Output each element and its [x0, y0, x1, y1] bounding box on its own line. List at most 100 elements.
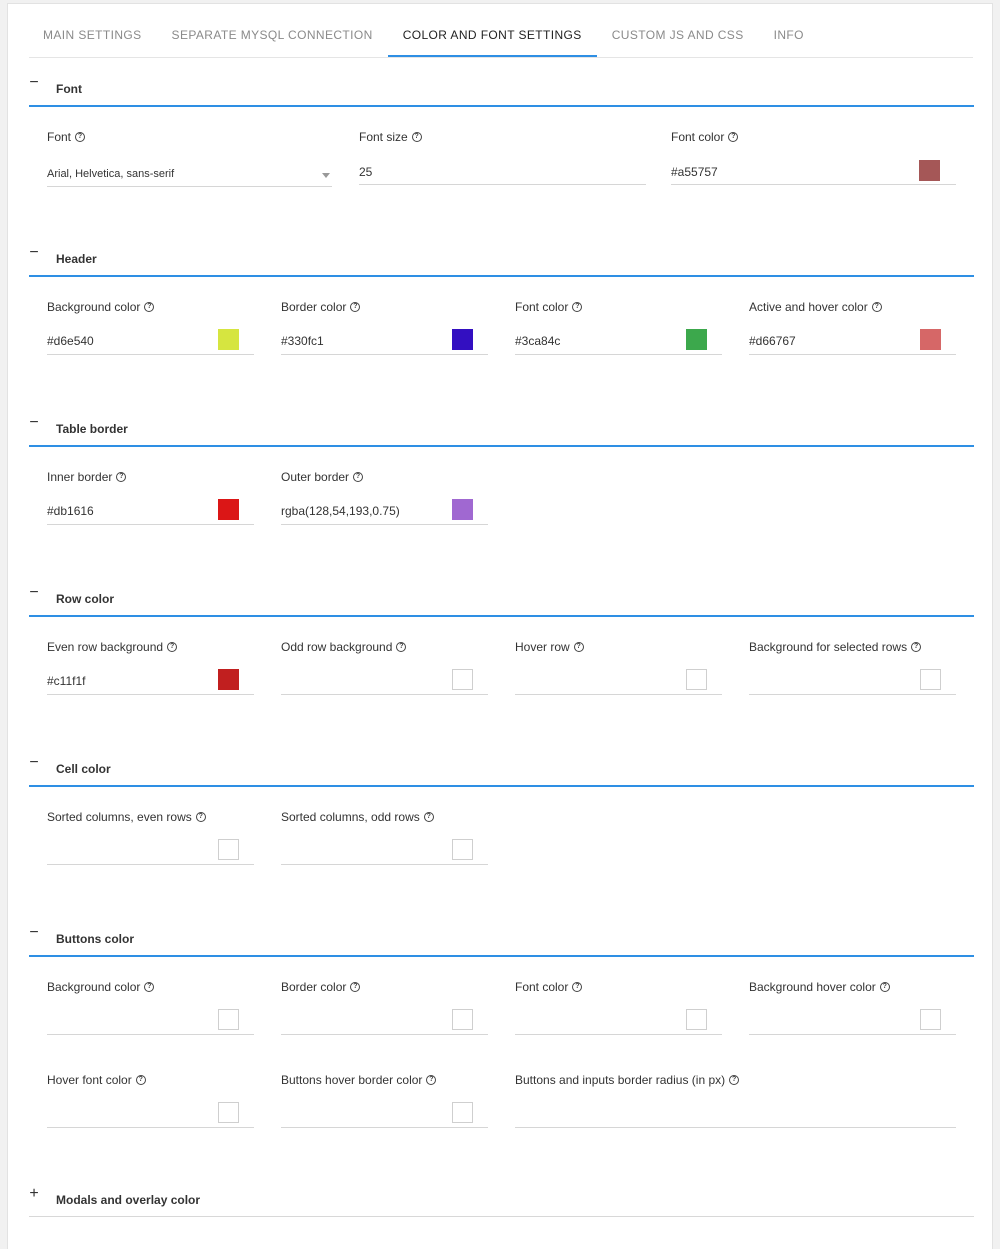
color-swatch[interactable]	[452, 839, 473, 860]
hover-font-color-input[interactable]	[47, 1098, 254, 1128]
color-swatch[interactable]	[920, 1009, 941, 1030]
header-border-color-input[interactable]: #330fc1	[281, 325, 488, 355]
header-active-hover-color-input[interactable]: #d66767	[749, 325, 956, 355]
question-circle-icon[interactable]: ?	[572, 302, 583, 312]
field-label: Sorted columns, odd rows	[281, 810, 420, 824]
color-swatch[interactable]	[452, 499, 473, 520]
question-circle-icon[interactable]: ?	[144, 302, 155, 312]
color-swatch[interactable]	[686, 329, 707, 350]
tab-separate-mysql-connection[interactable]: SEPARATE MYSQL CONNECTION	[171, 28, 373, 42]
question-circle-icon[interactable]: ?	[167, 642, 178, 652]
section-table-border: − Table border Inner border? #db1616 Out…	[29, 412, 974, 542]
button-background-color-input[interactable]	[47, 1005, 254, 1035]
field-label: Background hover color	[749, 980, 876, 994]
sorted-even-input[interactable]	[47, 835, 254, 865]
minus-icon[interactable]: −	[29, 584, 39, 601]
question-circle-icon[interactable]: ?	[396, 642, 407, 652]
question-circle-icon[interactable]: ?	[350, 302, 361, 312]
question-circle-icon[interactable]: ?	[728, 132, 739, 142]
question-circle-icon[interactable]: ?	[426, 1075, 437, 1085]
sorted-odd-input[interactable]	[281, 835, 488, 865]
plus-icon[interactable]: +	[29, 1185, 39, 1202]
color-swatch[interactable]	[218, 499, 239, 520]
field-label: Font	[47, 130, 72, 144]
question-circle-icon[interactable]: ?	[350, 982, 361, 992]
tab-info[interactable]: INFO	[773, 28, 804, 42]
question-circle-icon[interactable]: ?	[572, 982, 583, 992]
minus-icon[interactable]: −	[29, 754, 39, 771]
section-font-header[interactable]: − Font	[29, 72, 974, 107]
color-swatch[interactable]	[452, 1009, 473, 1030]
section-header-header[interactable]: − Header	[29, 242, 974, 277]
question-circle-icon[interactable]: ?	[135, 1075, 146, 1085]
color-swatch[interactable]	[452, 329, 473, 350]
color-swatch[interactable]	[218, 839, 239, 860]
question-circle-icon[interactable]: ?	[144, 982, 155, 992]
question-circle-icon[interactable]: ?	[195, 812, 206, 822]
field-label: Border color	[281, 300, 347, 314]
hover-row-input[interactable]	[515, 665, 722, 695]
field-label: Background color	[47, 980, 141, 994]
section-row-color-header[interactable]: − Row color	[29, 582, 974, 617]
font-color-input[interactable]: #a55757	[671, 155, 956, 185]
border-radius-input[interactable]	[515, 1098, 956, 1128]
font-select[interactable]: Arial, Helvetica, sans-serif	[47, 157, 332, 187]
inner-border-input[interactable]: #db1616	[47, 495, 254, 525]
color-swatch[interactable]	[919, 160, 940, 181]
question-circle-icon[interactable]: ?	[75, 132, 86, 142]
odd-row-background-input[interactable]	[281, 665, 488, 695]
color-swatch[interactable]	[218, 1009, 239, 1030]
button-background-hover-color-input[interactable]	[749, 1005, 956, 1035]
minus-icon[interactable]: −	[29, 74, 39, 91]
field-label: Hover font color	[47, 1073, 132, 1087]
section-buttons-color: − Buttons color Background color? Border…	[29, 922, 974, 1142]
question-circle-icon[interactable]: ?	[116, 472, 127, 482]
question-circle-icon[interactable]: ?	[729, 1075, 740, 1085]
color-value: #db1616	[47, 504, 94, 518]
section-title: Modals and overlay color	[56, 1193, 201, 1207]
color-swatch[interactable]	[452, 669, 473, 690]
tab-color-and-font-settings[interactable]: COLOR AND FONT SETTINGS	[387, 20, 597, 57]
question-circle-icon[interactable]: ?	[911, 642, 922, 652]
header-background-color-input[interactable]: #d6e540	[47, 325, 254, 355]
section-cell-color-header[interactable]: − Cell color	[29, 752, 974, 787]
section-title: Row color	[56, 592, 115, 606]
tab-custom-js-and-css[interactable]: CUSTOM JS AND CSS	[611, 28, 744, 42]
color-swatch[interactable]	[218, 669, 239, 690]
color-swatch[interactable]	[686, 1009, 707, 1030]
color-swatch[interactable]	[218, 329, 239, 350]
question-circle-icon[interactable]: ?	[871, 302, 882, 312]
minus-icon[interactable]: −	[29, 924, 39, 941]
section-buttons-color-header[interactable]: − Buttons color	[29, 922, 974, 957]
button-border-color-input[interactable]	[281, 1005, 488, 1035]
section-font: − Font Font? Arial, Helvetica, sans-seri…	[29, 72, 974, 202]
tab-main-settings[interactable]: MAIN SETTINGS	[43, 28, 142, 42]
field-label: Font color	[515, 300, 569, 314]
color-swatch[interactable]	[920, 329, 941, 350]
section-title: Buttons color	[56, 932, 134, 946]
color-swatch[interactable]	[686, 669, 707, 690]
button-font-color-input[interactable]	[515, 1005, 722, 1035]
even-row-background-input[interactable]: #c11f1f	[47, 665, 254, 695]
font-size-value: 25	[359, 165, 373, 179]
question-circle-icon[interactable]: ?	[423, 812, 434, 822]
minus-icon[interactable]: −	[29, 244, 39, 261]
selected-rows-background-input[interactable]	[749, 665, 956, 695]
color-swatch[interactable]	[920, 669, 941, 690]
question-circle-icon[interactable]: ?	[573, 642, 584, 652]
header-font-color-input[interactable]: #3ca84c	[515, 325, 722, 355]
color-swatch[interactable]	[452, 1102, 473, 1123]
field-label: Outer border	[281, 470, 350, 484]
question-circle-icon[interactable]: ?	[411, 132, 422, 142]
question-circle-icon[interactable]: ?	[353, 472, 364, 482]
outer-border-input[interactable]: rgba(128,54,193,0.75)	[281, 495, 488, 525]
section-table-border-header[interactable]: − Table border	[29, 412, 974, 447]
hover-border-color-input[interactable]	[281, 1098, 488, 1128]
question-circle-icon[interactable]: ?	[879, 982, 890, 992]
section-modals-header[interactable]: + Modals and overlay color	[29, 1183, 974, 1217]
font-size-input[interactable]: 25	[359, 155, 646, 185]
minus-icon[interactable]: −	[29, 414, 39, 431]
color-value: #c11f1f	[47, 674, 86, 688]
color-swatch[interactable]	[218, 1102, 239, 1123]
color-value: #3ca84c	[515, 334, 561, 348]
